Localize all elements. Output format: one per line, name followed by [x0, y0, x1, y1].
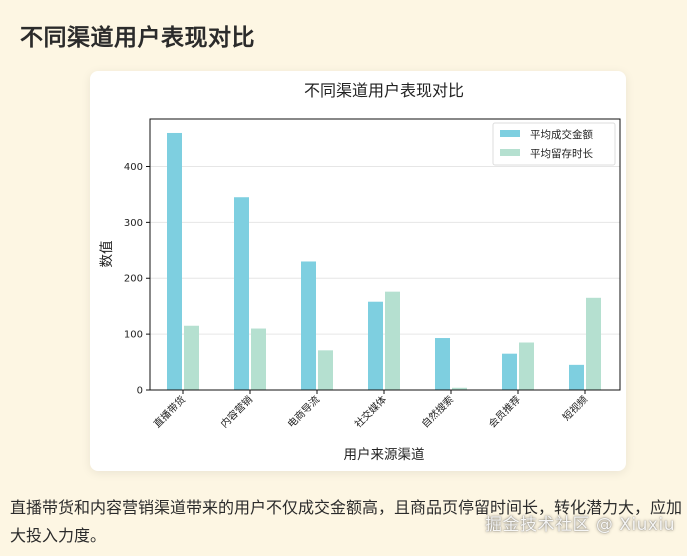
bar-avg-stay	[586, 297, 601, 390]
legend-label-stay: 平均留存时长	[530, 147, 593, 160]
legend-swatch-amount	[500, 130, 520, 137]
legend-frame	[492, 122, 616, 166]
bar-avg-amount	[368, 301, 383, 390]
x-tick-label: 内容营销	[218, 393, 255, 430]
y-tick-label: 100	[124, 330, 143, 341]
page-title: 不同渠道用户表现对比	[20, 25, 255, 51]
chart-card: 不同渠道用户表现对比 0 100 200 300 400 直播带货 内容营销 电商导流 社交媒…	[90, 71, 626, 471]
y-tick-label: 200	[124, 274, 143, 285]
y-ticks: 0 100 200 300 400	[124, 162, 150, 397]
x-axis-label: 用户来源渠道	[344, 446, 425, 463]
bar-avg-amount	[435, 338, 450, 390]
y-tick-label: 0	[137, 386, 143, 397]
bar-avg-amount	[167, 132, 182, 391]
insight-caption: 直播带货和内容营销渠道带来的用户不仅成交金额高，且商品页停留时间长，转化潜力大，…	[10, 498, 683, 545]
y-tick-label: 400	[124, 162, 143, 173]
bar-avg-stay	[318, 350, 333, 390]
bar-avg-amount	[234, 197, 249, 390]
bar-avg-stay	[452, 387, 467, 390]
x-tick-label: 电商导流	[285, 393, 322, 430]
bar-chart: 不同渠道用户表现对比 0 100 200 300 400 直播带货 内容营销 电商导流 社交媒…	[99, 81, 621, 463]
x-tick-label: 自然搜索	[419, 393, 456, 430]
bar-avg-stay	[184, 325, 199, 390]
bar-avg-stay	[519, 342, 534, 390]
bars	[167, 132, 601, 391]
bar-avg-amount	[569, 364, 584, 390]
x-tick-label: 社交媒体	[352, 393, 389, 430]
legend-swatch-stay	[500, 149, 520, 156]
x-ticks: 直播带货 内容营销 电商导流 社交媒体 自然搜索 会员推荐 短视频	[151, 390, 590, 430]
legend: 平均成交金额 平均留存时长	[492, 122, 616, 166]
bar-avg-stay	[385, 291, 400, 390]
bar-avg-stay	[251, 328, 266, 390]
y-axis-label: 数值	[99, 241, 115, 268]
x-tick-label: 直播带货	[151, 393, 188, 430]
bar-avg-amount	[502, 353, 517, 390]
x-tick-label: 会员推荐	[486, 393, 523, 430]
x-tick-label: 短视频	[560, 393, 590, 423]
plot-frame	[149, 118, 621, 391]
chart-title: 不同渠道用户表现对比	[304, 81, 464, 100]
legend-label-amount: 平均成交金额	[530, 128, 593, 141]
bar-avg-amount	[301, 261, 316, 390]
y-tick-label: 300	[124, 218, 143, 229]
watermark: 掘金技术社区 @ Xiuxiu	[484, 515, 675, 535]
